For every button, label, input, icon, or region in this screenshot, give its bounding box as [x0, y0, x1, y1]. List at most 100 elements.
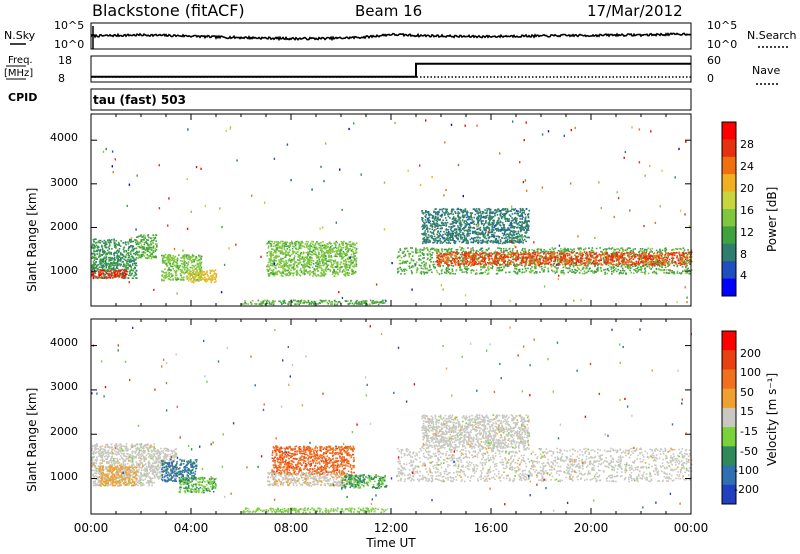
power-cell [321, 269, 323, 271]
power-cell [135, 273, 138, 276]
power-cell [403, 273, 406, 275]
power-cell [190, 256, 192, 258]
power-cell [323, 264, 326, 266]
power-cell [430, 261, 432, 263]
power-cell [195, 267, 197, 270]
power-cell [124, 272, 127, 275]
power-cell [629, 253, 631, 256]
power-cell [652, 260, 654, 263]
power-cell [132, 270, 134, 272]
power-cell [460, 269, 463, 271]
power-cell [552, 254, 554, 256]
power-cell [275, 267, 277, 270]
power-cell [630, 249, 633, 252]
power-cell [99, 239, 102, 242]
power-cell [498, 257, 500, 260]
power-cell [653, 261, 655, 264]
power-cell [661, 253, 664, 256]
power-cell [168, 267, 170, 269]
power-cell [351, 243, 354, 245]
power-cell [488, 268, 490, 271]
power-cell [672, 259, 674, 261]
power-cell [106, 269, 108, 272]
power-cell [116, 275, 119, 277]
power-cell [214, 278, 217, 280]
power-cell [294, 241, 296, 244]
power-cell [183, 279, 185, 281]
power-cell [444, 253, 446, 256]
power-cell [353, 266, 355, 268]
power-cell [123, 247, 125, 249]
power-cell [605, 250, 607, 252]
power-cell [515, 265, 517, 267]
power-cell [169, 254, 171, 256]
power-cell [588, 260, 590, 262]
power-cell [91, 268, 94, 271]
power-cell [118, 244, 121, 247]
power-cell [445, 248, 447, 251]
power-cell [400, 256, 403, 259]
power-cell [194, 276, 197, 279]
power-cell [461, 253, 464, 256]
power-cell [92, 246, 94, 249]
power-cell [502, 253, 504, 256]
power-cell [616, 257, 618, 260]
power-cell [423, 264, 426, 266]
power-cell [420, 273, 423, 275]
power-cell [500, 254, 503, 256]
power-cell [347, 266, 349, 269]
power-cell [396, 256, 399, 259]
power-cell [215, 276, 218, 278]
power-cell [575, 271, 577, 274]
power-cell [288, 246, 290, 249]
power-cell [419, 271, 422, 274]
power-cell [288, 242, 291, 244]
power-cell [589, 261, 591, 264]
power-cell [344, 264, 346, 267]
power-cell [590, 256, 593, 259]
power-cell [298, 303, 301, 306]
power-cell [244, 302, 247, 305]
power-cell [200, 276, 202, 278]
nave-label: Nave [752, 64, 780, 77]
power-cell [605, 261, 608, 264]
power-cell [102, 272, 105, 275]
power-cell [99, 259, 101, 262]
power-cell [312, 243, 314, 246]
power-cell [635, 255, 637, 258]
power-cell [175, 269, 178, 272]
power-cell [109, 251, 112, 254]
power-cell [452, 272, 454, 275]
power-cell [271, 253, 274, 256]
power-cell [120, 272, 122, 275]
power-cell [608, 255, 611, 257]
power-cell [104, 251, 106, 253]
power-cell [121, 257, 124, 260]
power-cell [577, 260, 580, 262]
power-cell [559, 250, 561, 253]
power-cell [493, 252, 495, 255]
power-cell [314, 243, 317, 245]
power-cell [272, 270, 274, 273]
power-cell [451, 268, 454, 271]
power-cell [107, 252, 109, 254]
power-cell [128, 239, 131, 242]
power-cell [310, 302, 313, 305]
power-cell [298, 259, 301, 262]
power-cell [649, 261, 651, 263]
power-cell [346, 254, 349, 256]
power-cell [685, 263, 688, 265]
power-cell [539, 252, 542, 254]
power-cell [562, 269, 565, 272]
power-cell [496, 251, 499, 254]
power-cell [419, 259, 422, 261]
power-cell [659, 257, 662, 259]
power-cell [96, 268, 98, 270]
power-cell [281, 303, 283, 305]
power-cell [320, 250, 323, 253]
power-cell [319, 244, 322, 247]
power-cell [105, 242, 107, 244]
power-cell [116, 273, 118, 275]
power-cell [271, 241, 274, 243]
power-cell [161, 274, 164, 276]
